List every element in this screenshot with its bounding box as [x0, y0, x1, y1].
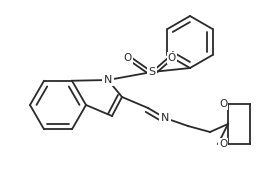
- Text: S: S: [148, 67, 156, 77]
- Text: O: O: [168, 53, 176, 63]
- Text: O: O: [219, 99, 227, 109]
- Text: O: O: [124, 53, 132, 63]
- Text: N: N: [161, 113, 169, 123]
- Text: N: N: [104, 75, 112, 85]
- Text: O: O: [219, 139, 227, 149]
